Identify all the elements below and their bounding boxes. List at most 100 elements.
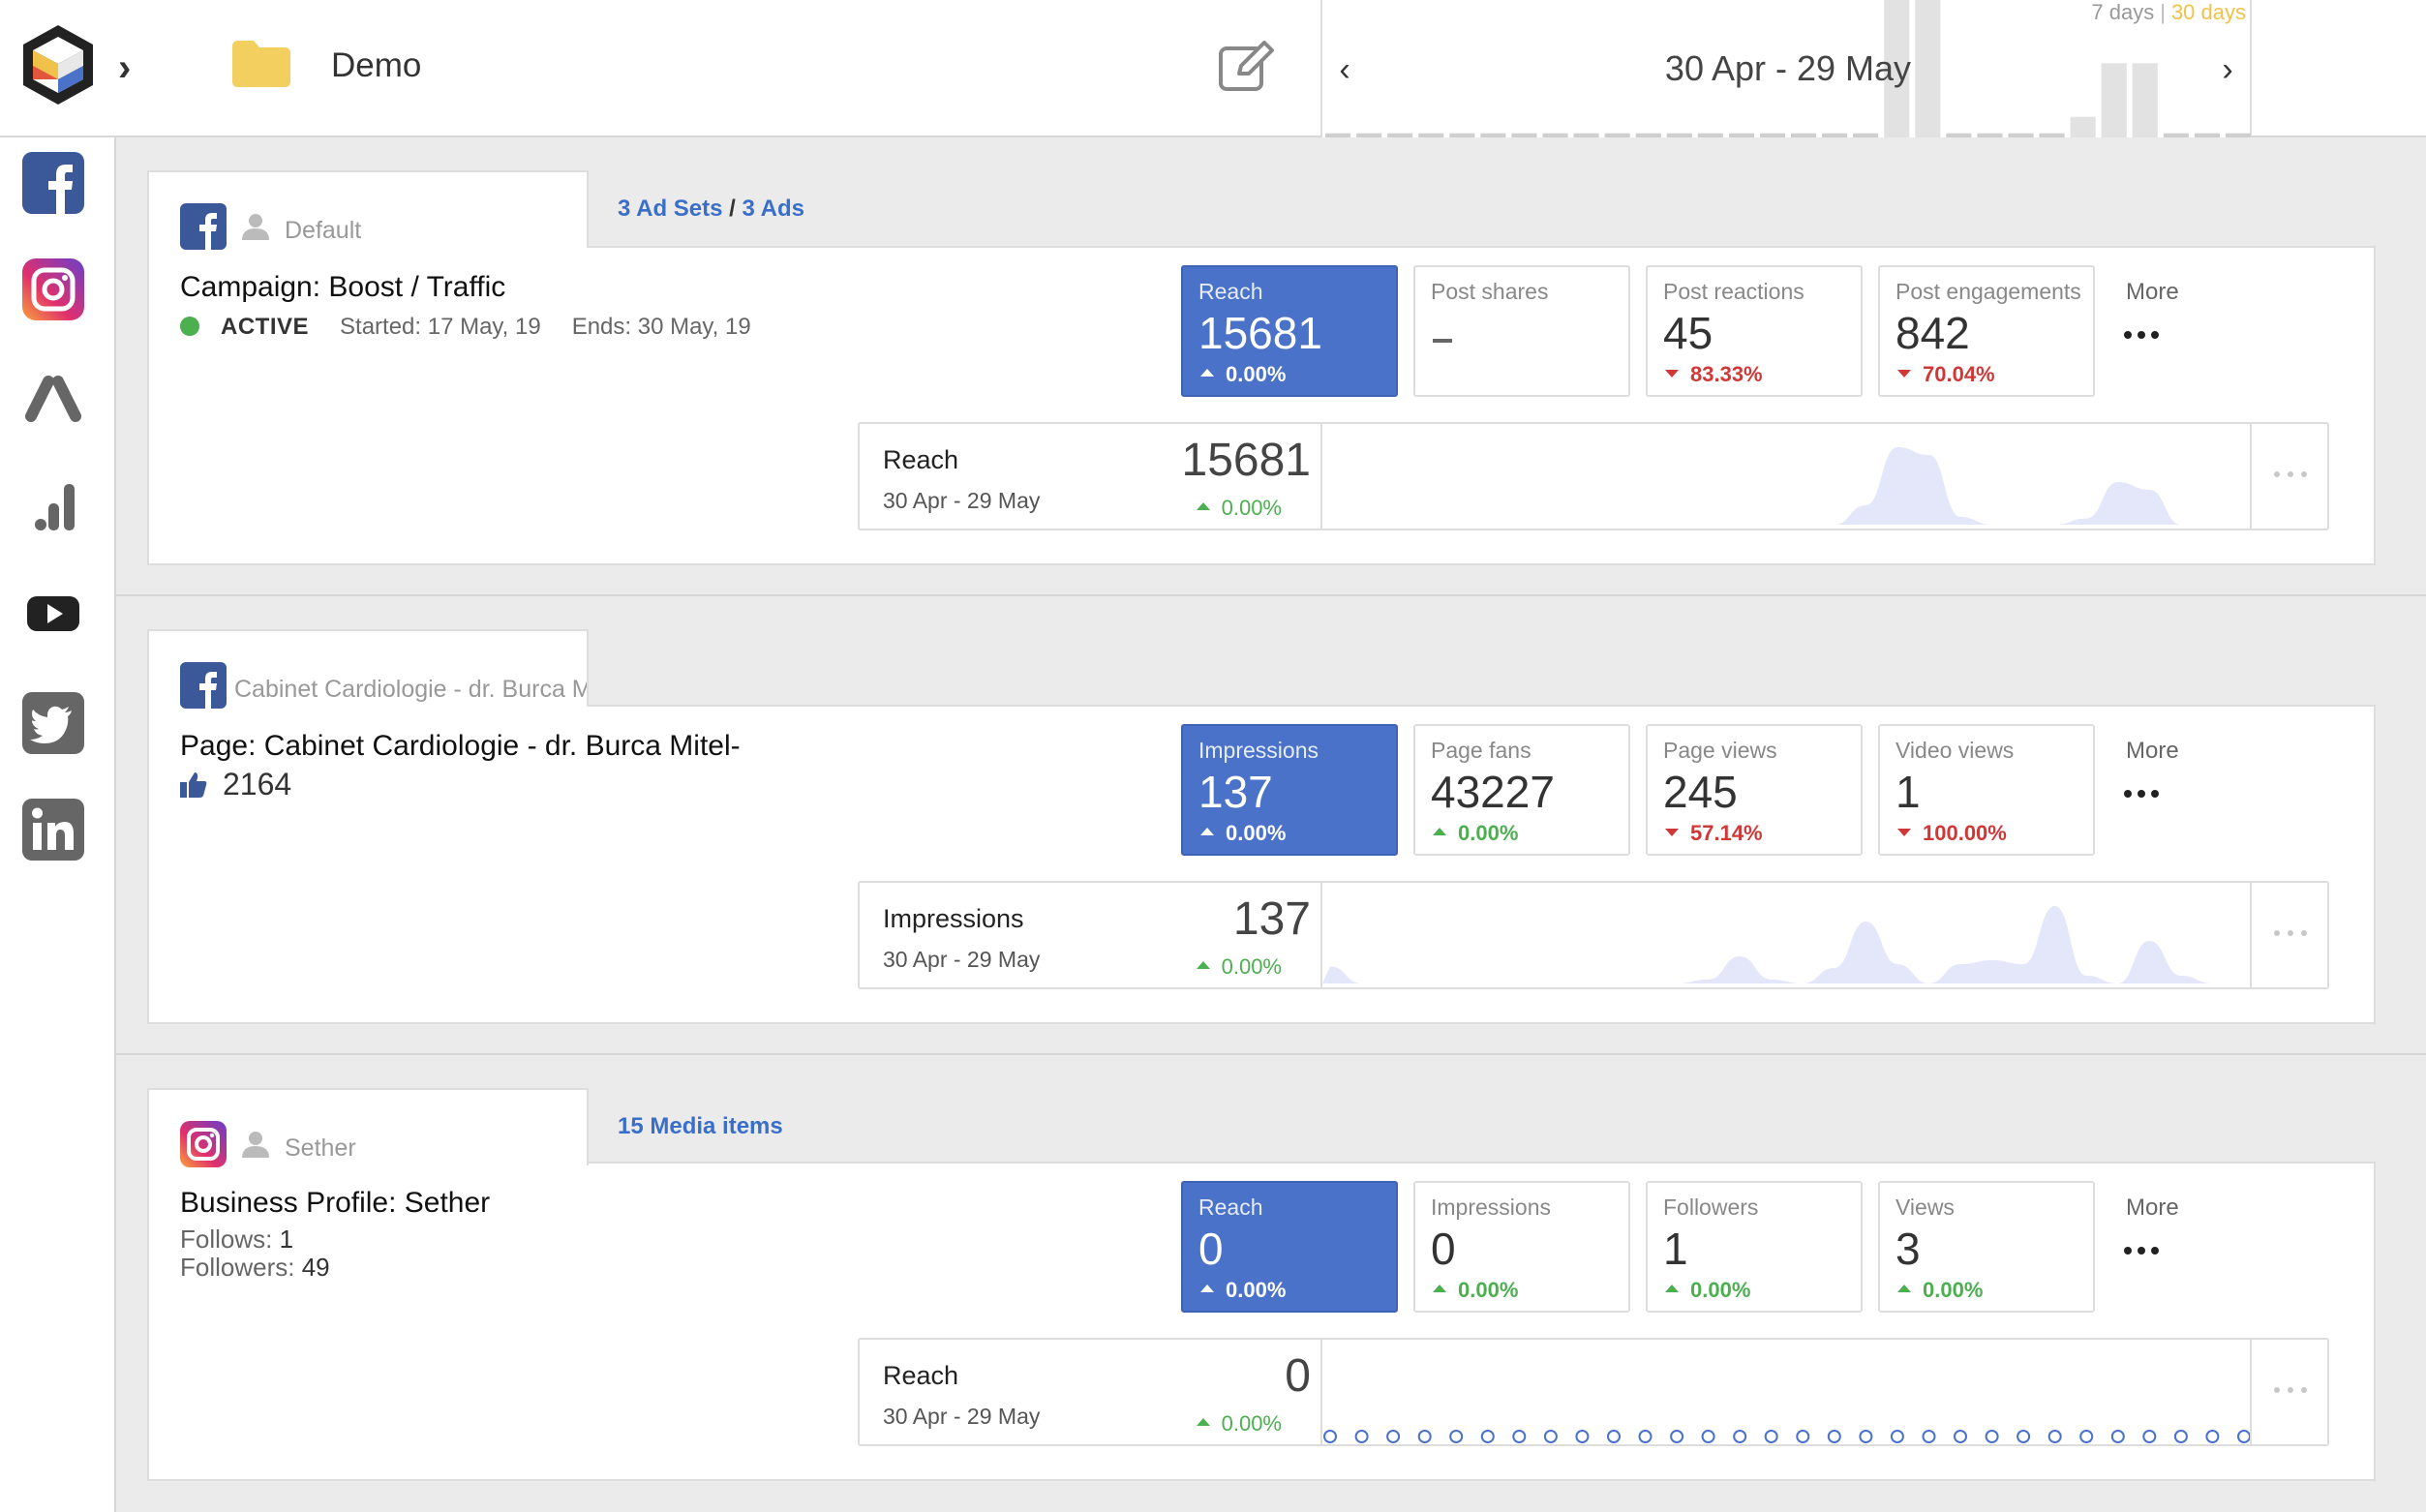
metric-tile[interactable]: Impressions 0 0.00% [1413, 1181, 1630, 1313]
ads-link[interactable]: 3 Ads [742, 196, 804, 222]
more-metrics-button[interactable]: More [2110, 1181, 2192, 1313]
business-profile-title[interactable]: Business Profile: Sether [180, 1187, 491, 1219]
data-point[interactable] [1985, 1430, 1999, 1443]
data-point[interactable] [1733, 1430, 1747, 1443]
data-point[interactable] [1543, 1430, 1558, 1443]
mini-bar[interactable] [1884, 0, 1910, 137]
chevron-right-icon[interactable]: › [2222, 51, 2233, 88]
chart-options-button[interactable] [2250, 1340, 2327, 1444]
data-point[interactable] [1607, 1430, 1621, 1443]
more-metrics-button[interactable]: More [2110, 265, 2192, 397]
mini-bar[interactable] [2163, 133, 2189, 137]
more-dots-icon[interactable] [2122, 784, 2161, 803]
mini-bar[interactable] [1822, 133, 1848, 137]
data-point[interactable] [1480, 1430, 1495, 1443]
data-point[interactable] [1827, 1430, 1841, 1443]
metric-tile[interactable]: Followers 1 0.00% [1646, 1181, 1863, 1313]
mini-bar[interactable] [1325, 133, 1351, 137]
data-point[interactable] [1323, 1430, 1337, 1443]
data-point[interactable] [2047, 1430, 2062, 1443]
more-dots-icon[interactable] [2273, 1384, 2308, 1396]
ad-sets-link[interactable]: 3 Ad Sets [618, 196, 723, 222]
mini-bar[interactable] [2101, 63, 2127, 137]
metric-tile[interactable]: Views 3 0.00% [1878, 1181, 2095, 1313]
data-point[interactable] [1701, 1430, 1715, 1443]
area-chart[interactable] [1322, 424, 2252, 529]
page-title[interactable]: Page: Cabinet Cardiologie - dr. Burca Mi… [180, 730, 741, 762]
mini-bar[interactable] [1418, 133, 1444, 137]
data-point[interactable] [1575, 1430, 1590, 1443]
mini-bar[interactable] [1791, 133, 1817, 137]
data-point[interactable] [1417, 1430, 1432, 1443]
metric-tile[interactable]: Post engagements 842 70.04% [1878, 265, 2095, 397]
more-metrics-button[interactable]: More [2110, 724, 2192, 856]
metric-tile[interactable]: Page fans 43227 0.00% [1413, 724, 1630, 856]
mini-bar[interactable] [2132, 63, 2158, 137]
data-point[interactable] [1859, 1430, 1873, 1443]
metric-tile[interactable]: Page views 245 57.14% [1646, 724, 1863, 856]
metric-tile[interactable]: Post reactions 45 83.33% [1646, 265, 1863, 397]
mini-bar[interactable] [1604, 133, 1630, 137]
instagram-icon[interactable] [21, 257, 85, 321]
data-point[interactable] [1796, 1430, 1810, 1443]
data-point[interactable] [1764, 1430, 1778, 1443]
metric-tile[interactable]: Reach 15681 0.00% [1181, 265, 1398, 397]
mini-bar[interactable] [1666, 133, 1692, 137]
data-point[interactable] [2173, 1430, 2188, 1443]
mini-bar[interactable] [1356, 133, 1382, 137]
more-dots-icon[interactable] [2122, 1241, 2161, 1260]
mini-bar[interactable] [1915, 0, 1941, 137]
campaign-title[interactable]: Campaign: Boost / Traffic [180, 271, 506, 303]
metric-tile[interactable]: Video views 1 100.00% [1878, 724, 2095, 856]
chart-options-button[interactable] [2250, 883, 2327, 987]
data-point[interactable] [1954, 1430, 1967, 1443]
mini-bar[interactable] [2070, 116, 2096, 137]
area-chart[interactable] [1322, 883, 2252, 987]
data-point[interactable] [1449, 1430, 1464, 1443]
more-dots-icon[interactable] [2273, 469, 2308, 480]
edit-icon[interactable] [1218, 39, 1276, 93]
mini-bar[interactable] [1697, 133, 1723, 137]
workspace-name[interactable]: Demo [331, 46, 422, 84]
mini-bar[interactable] [1480, 133, 1506, 137]
range-option-30-days[interactable]: 30 days [2170, 0, 2246, 24]
data-point[interactable] [1922, 1430, 1936, 1443]
data-point[interactable] [2017, 1430, 2031, 1443]
chevron-left-icon[interactable]: ‹ [1339, 51, 1350, 88]
range-option-7-days[interactable]: 7 days [2091, 0, 2155, 24]
mini-bar[interactable] [1542, 133, 1568, 137]
more-dots-icon[interactable] [2273, 927, 2308, 939]
mini-bar[interactable] [1511, 133, 1537, 137]
app-logo[interactable] [21, 23, 95, 106]
data-point[interactable] [1512, 1430, 1527, 1443]
mini-bar[interactable] [1635, 133, 1661, 137]
facebook-icon[interactable] [21, 151, 85, 215]
data-point[interactable] [1386, 1430, 1401, 1443]
mini-bar[interactable] [2039, 133, 2065, 137]
data-point[interactable] [2142, 1430, 2157, 1443]
expand-sidebar-chevron-icon[interactable]: › [118, 46, 132, 89]
data-point[interactable] [2110, 1430, 2125, 1443]
mini-bar[interactable] [1977, 133, 2003, 137]
linkedin-icon[interactable] [21, 798, 85, 862]
mini-bar[interactable] [1387, 133, 1413, 137]
data-point[interactable] [1638, 1430, 1653, 1443]
mini-bar[interactable] [2194, 133, 2220, 137]
more-dots-icon[interactable] [2122, 325, 2161, 345]
google-ads-icon[interactable] [21, 366, 85, 430]
mini-bar[interactable] [1946, 133, 1972, 137]
mini-bar[interactable] [1449, 133, 1475, 137]
metric-tile[interactable]: Impressions 137 0.00% [1181, 724, 1398, 856]
mini-bar[interactable] [1573, 133, 1599, 137]
mini-bar[interactable] [1759, 133, 1785, 137]
twitter-icon[interactable] [21, 691, 85, 755]
data-point[interactable] [2205, 1430, 2220, 1443]
youtube-icon[interactable] [21, 581, 85, 645]
mini-bar[interactable] [1853, 133, 1879, 137]
data-point[interactable] [1670, 1430, 1684, 1443]
metric-tile[interactable]: Reach 0 0.00% [1181, 1181, 1398, 1313]
mini-bar[interactable] [1728, 133, 1754, 137]
data-point[interactable] [1354, 1430, 1369, 1443]
mini-bar[interactable] [2225, 133, 2251, 137]
data-point[interactable] [2079, 1430, 2094, 1443]
